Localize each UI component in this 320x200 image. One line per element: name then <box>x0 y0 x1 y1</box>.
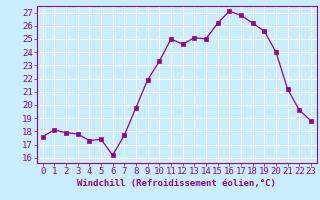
X-axis label: Windchill (Refroidissement éolien,°C): Windchill (Refroidissement éolien,°C) <box>77 179 276 188</box>
